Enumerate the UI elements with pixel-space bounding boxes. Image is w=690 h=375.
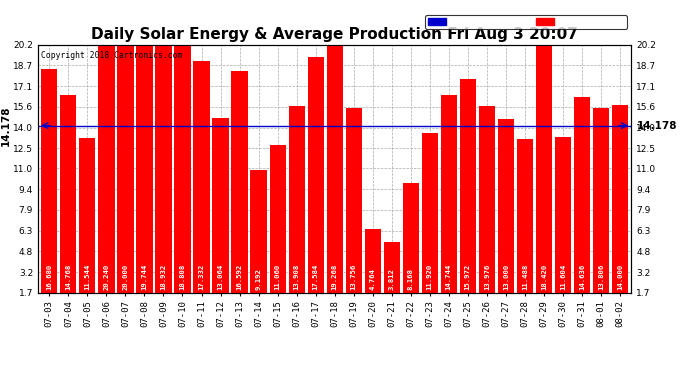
Text: 14.636: 14.636 (579, 264, 585, 291)
Legend: Average  (kWh), Daily  (kWh): Average (kWh), Daily (kWh) (425, 15, 627, 29)
Text: 20.000: 20.000 (122, 264, 128, 291)
Text: 13.756: 13.756 (351, 264, 357, 291)
Text: 19.268: 19.268 (332, 264, 337, 291)
Text: 13.000: 13.000 (503, 264, 509, 291)
Bar (555, 137, 571, 292)
Text: 8.168: 8.168 (408, 268, 414, 291)
Text: 11.604: 11.604 (560, 264, 566, 291)
Text: 16.680: 16.680 (46, 264, 52, 291)
Bar (326, 35, 343, 292)
Bar (593, 108, 609, 292)
Bar (403, 183, 419, 292)
Bar (193, 61, 210, 292)
Bar (535, 46, 552, 292)
Text: 13.806: 13.806 (598, 264, 604, 291)
Text: 19.744: 19.744 (141, 264, 148, 291)
Text: 11.544: 11.544 (84, 264, 90, 291)
Bar (497, 118, 514, 292)
Bar (250, 170, 266, 292)
Text: 14.768: 14.768 (66, 264, 71, 291)
Bar (99, 22, 115, 292)
Text: 11.060: 11.060 (275, 264, 281, 291)
Bar (60, 95, 77, 292)
Bar (574, 97, 590, 292)
Bar (346, 108, 362, 292)
Text: 13.908: 13.908 (294, 264, 299, 291)
Bar (231, 70, 248, 292)
Bar (117, 25, 134, 292)
Text: 9.192: 9.192 (255, 268, 262, 291)
Bar (175, 41, 190, 292)
Bar (155, 39, 172, 292)
Title: Daily Solar Energy & Average Production Fri Aug 3 20:07: Daily Solar Energy & Average Production … (91, 27, 578, 42)
Text: 13.064: 13.064 (217, 264, 224, 291)
Text: 16.592: 16.592 (237, 264, 243, 291)
Bar (460, 79, 476, 292)
Text: Copyright 2018 Cartronics.com: Copyright 2018 Cartronics.com (41, 51, 182, 60)
Text: 15.972: 15.972 (465, 264, 471, 291)
Bar (79, 138, 95, 292)
Bar (517, 139, 533, 292)
Bar (41, 69, 57, 292)
Text: 14.000: 14.000 (617, 264, 623, 291)
Text: 18.420: 18.420 (541, 264, 547, 291)
Bar (364, 229, 381, 292)
Bar (479, 105, 495, 292)
Text: 20.240: 20.240 (104, 264, 110, 291)
Bar (308, 57, 324, 292)
Text: 14.178: 14.178 (638, 121, 678, 130)
Text: 11.920: 11.920 (426, 264, 433, 291)
Text: 18.808: 18.808 (179, 264, 186, 291)
Text: 11.488: 11.488 (522, 264, 528, 291)
Text: 4.764: 4.764 (370, 268, 375, 291)
Bar (288, 106, 305, 292)
Bar (384, 242, 400, 292)
Text: 14.178: 14.178 (1, 105, 11, 146)
Text: 17.584: 17.584 (313, 264, 319, 291)
Bar (270, 144, 286, 292)
Text: 13.976: 13.976 (484, 264, 490, 291)
Bar (137, 28, 152, 292)
Text: 18.932: 18.932 (161, 264, 166, 291)
Bar (213, 118, 228, 292)
Text: 17.332: 17.332 (199, 264, 204, 291)
Bar (441, 95, 457, 292)
Text: 14.744: 14.744 (446, 264, 452, 291)
Bar (422, 133, 438, 292)
Bar (612, 105, 628, 292)
Text: 3.812: 3.812 (388, 268, 395, 291)
